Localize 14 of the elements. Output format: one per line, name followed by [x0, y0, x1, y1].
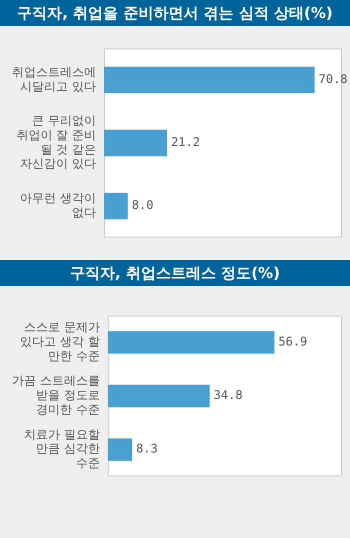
y-tick-label: 취업스트레스에 시달리고 있다: [12, 64, 96, 94]
y-tick-label: 치료가 필요할 만큼 심각한 수준: [24, 427, 100, 470]
y-tick-label: 큰 무리없이 취업이 잘 준비 될 것 같은 자신감이 있다: [16, 114, 96, 171]
data-label: 8.0: [132, 198, 154, 212]
data-label: 21.2: [171, 135, 200, 150]
y-tick-label: 가끔 스트레스를 받을 정도로 경미한 수준: [12, 374, 100, 417]
chart-title: 구직자, 취업스트레스 정도(%): [0, 260, 350, 286]
y-tick-label: 스스로 문제가 있다고 생각 할 만한 수준: [20, 320, 100, 363]
data-label: 70.8: [318, 72, 348, 86]
y-tick-label: 아무런 생각이 없다: [20, 190, 96, 220]
chart-title: 구직자, 취업을 준비하면서 겪는 심적 상태(%): [0, 0, 350, 26]
data-label: 34.8: [214, 388, 243, 402]
data-label: 8.3: [136, 442, 158, 456]
data-label: 56.9: [278, 334, 308, 349]
